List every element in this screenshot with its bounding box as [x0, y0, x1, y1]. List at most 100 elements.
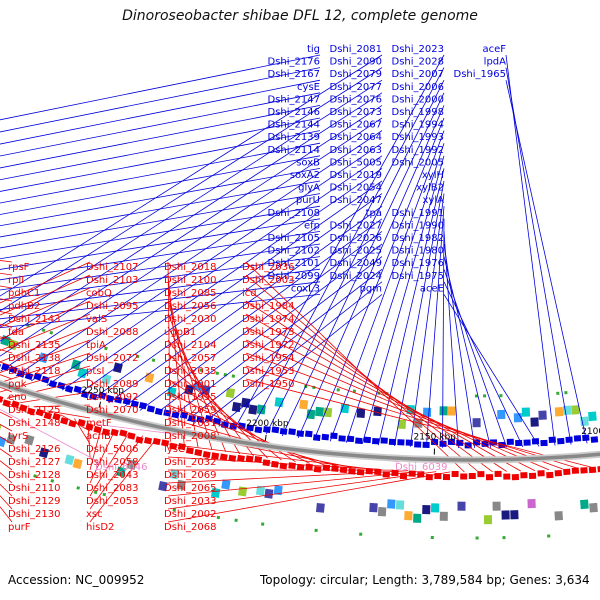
reverse-gene-label-dshi-2065[interactable]: Dshi_2065: [164, 483, 216, 494]
reverse-gene-label-pdhb2[interactable]: pdhB2: [8, 301, 40, 312]
reverse-gene-label-dshi-2088[interactable]: Dshi_2088: [86, 327, 138, 338]
forward-gene-label-dshi-1990[interactable]: Dshi_1990: [392, 220, 444, 231]
forward-gene-label-dshi-2019[interactable]: Dshi_2019: [330, 170, 382, 181]
reverse-gene-label-dshi-2001[interactable]: Dshi_2001: [164, 379, 216, 390]
forward-gene-label-dshi-2147[interactable]: Dshi_2147: [268, 94, 320, 105]
forward-gene-label-xyla[interactable]: xylA: [423, 195, 445, 206]
reverse-gene-label-dshi-2107[interactable]: Dshi_2107: [86, 262, 138, 273]
reverse-gene-label-dshi-1984[interactable]: Dshi_1984: [242, 301, 294, 312]
forward-gene-label-dshi-2081[interactable]: Dshi_2081: [330, 44, 382, 55]
reverse-gene-label-dshi-1954[interactable]: Dshi_1954: [242, 353, 294, 364]
reverse-gene-label-dshi-1973[interactable]: Dshi_1973: [242, 327, 294, 338]
forward-gene-label-dshi-1998[interactable]: Dshi_1998: [392, 107, 444, 118]
forward-gene-label-dshi-2073[interactable]: Dshi_2073: [330, 107, 382, 118]
forward-gene-label-tpa[interactable]: tpa: [366, 208, 382, 219]
forward-gene-label-dshi-2063[interactable]: Dshi_2063: [330, 145, 382, 156]
reverse-gene-label-rpli[interactable]: rplI: [8, 275, 24, 286]
forward-gene-label-dshi-2049[interactable]: Dshi_2049: [330, 258, 382, 269]
forward-gene-label-efp[interactable]: efp: [304, 220, 320, 231]
reverse-gene-label-metf[interactable]: metF: [86, 418, 112, 429]
reverse-gene-label-tpia[interactable]: tpiA: [86, 340, 106, 351]
forward-gene-label-dshi-2077[interactable]: Dshi_2077: [330, 82, 382, 93]
forward-gene-label-dshi-2176[interactable]: Dshi_2176: [268, 57, 320, 68]
forward-gene-label-tig[interactable]: tig: [307, 44, 320, 55]
forward-gene-label-dshi-1975[interactable]: Dshi_1975: [392, 271, 444, 282]
rna-gene-label-dshi-6046[interactable]: Dshi_6046: [95, 462, 147, 473]
reverse-gene-label-dshi-2072[interactable]: Dshi_2072: [86, 353, 138, 364]
reverse-gene-label-dshi-2125[interactable]: Dshi_2125: [8, 405, 60, 416]
reverse-gene-label-dshi-1972[interactable]: Dshi_1972: [242, 340, 294, 351]
reverse-gene-label-dshi-2053[interactable]: Dshi_2053: [86, 496, 138, 507]
reverse-gene-label-dshi-2033[interactable]: Dshi_2033: [164, 496, 216, 507]
reverse-gene-label-tyrs[interactable]: tyrS: [8, 431, 28, 442]
reverse-gene-label-dshi-2083[interactable]: Dshi_2083: [86, 483, 138, 494]
forward-gene-label-dshi-2079[interactable]: Dshi_2079: [330, 69, 382, 80]
reverse-gene-label-rpsf[interactable]: rpsF: [8, 262, 30, 273]
forward-gene-label-dshi-2167[interactable]: Dshi_2167: [268, 69, 320, 80]
forward-gene-label-dshi-1976[interactable]: Dshi_1976: [392, 258, 444, 269]
forward-gene-label-lpda[interactable]: lpdA: [484, 57, 506, 68]
forward-gene-label-acef[interactable]: aceF: [482, 44, 506, 55]
reverse-gene-label-dshi-2003[interactable]: Dshi_2003: [242, 275, 294, 286]
forward-gene-label-dshi-2024[interactable]: Dshi_2024: [330, 271, 382, 282]
reverse-gene-label-dshi-2018[interactable]: Dshi_2018: [164, 262, 216, 273]
reverse-gene-label-dshi-1953[interactable]: Dshi_1953: [242, 366, 294, 377]
reverse-gene-label-dshi-2031[interactable]: Dshi_2031: [164, 418, 216, 429]
reverse-gene-label-xsc[interactable]: xsc: [86, 509, 103, 520]
forward-gene-label-dshi-2090[interactable]: Dshi_2090: [330, 57, 382, 68]
forward-gene-label-dshi-2146[interactable]: Dshi_2146: [268, 107, 320, 118]
forward-gene-label-dshi-2139[interactable]: Dshi_2139: [268, 132, 320, 143]
reverse-gene-label-icd[interactable]: icd: [242, 288, 257, 299]
forward-gene-label-cyse[interactable]: cysE: [297, 82, 320, 93]
forward-gene-label-soxb[interactable]: soxB: [296, 157, 320, 168]
forward-gene-label-dshi-2027[interactable]: Dshi_2027: [330, 220, 382, 231]
reverse-gene-label-dshi-2092[interactable]: Dshi_2092: [86, 392, 138, 403]
reverse-gene-label-dshi-2128[interactable]: Dshi_2128: [8, 470, 60, 481]
reverse-gene-label-dshi-2135[interactable]: Dshi_2135: [8, 340, 60, 351]
reverse-gene-label-purf[interactable]: purF: [8, 522, 31, 533]
reverse-gene-label-dshi-2008[interactable]: Dshi_2008: [164, 431, 216, 442]
forward-gene-label-dshi-1993[interactable]: Dshi_1993: [392, 132, 444, 143]
forward-gene-label-dshi-1992[interactable]: Dshi_1992: [392, 145, 444, 156]
forward-gene-label-dshi-1994[interactable]: Dshi_1994: [392, 120, 444, 131]
reverse-gene-label-dshi-2138[interactable]: Dshi_2138: [8, 353, 60, 364]
reverse-gene-label-dshi-2110[interactable]: Dshi_2110: [8, 483, 60, 494]
forward-gene-label-dshi-2023[interactable]: Dshi_2023: [392, 44, 444, 55]
forward-gene-label-xylb2[interactable]: xylB2: [416, 183, 444, 194]
forward-gene-label-dshi-2102[interactable]: Dshi_2102: [268, 246, 320, 257]
forward-gene-label-dshi-2007[interactable]: Dshi_2007: [392, 69, 444, 80]
reverse-gene-label-dshi-2089[interactable]: Dshi_2089: [86, 379, 138, 390]
forward-gene-label-dshi-2067[interactable]: Dshi_2067: [330, 120, 382, 131]
forward-gene-label-coxl3[interactable]: coxL3: [291, 283, 320, 294]
forward-gene-label-dshi-2000[interactable]: Dshi_2000: [392, 94, 444, 105]
reverse-gene-label-dshi-2032[interactable]: Dshi_2032: [164, 457, 216, 468]
forward-gene-label-dshi-2006[interactable]: Dshi_2006: [392, 82, 444, 93]
reverse-gene-label-dshi-2069[interactable]: Dshi_2069: [164, 470, 216, 481]
reverse-gene-label-dshi-2103[interactable]: Dshi_2103: [86, 275, 138, 286]
reverse-gene-label-pdhc1[interactable]: pdhC1: [8, 288, 40, 299]
forward-gene-label-pgm[interactable]: pgm: [360, 283, 382, 294]
reverse-gene-label-dshi-2043[interactable]: Dshi_2043: [86, 470, 138, 481]
forward-gene-label-dshi-2144[interactable]: Dshi_2144: [268, 120, 320, 131]
forward-gene-label-dshi-2105[interactable]: Dshi_2105: [268, 233, 320, 244]
forward-gene-label-dshi-1982[interactable]: Dshi_1982: [392, 233, 444, 244]
reverse-gene-label-dshi-2059[interactable]: Dshi_2059: [164, 405, 216, 416]
reverse-gene-label-fda[interactable]: fda: [8, 327, 24, 338]
reverse-gene-label-dshi-2126[interactable]: Dshi_2126: [8, 444, 60, 455]
reverse-gene-label-dshi-2057[interactable]: Dshi_2057: [164, 353, 216, 364]
reverse-gene-label-dshi-2104[interactable]: Dshi_2104: [164, 340, 216, 351]
forward-gene-label-dshi-2026[interactable]: Dshi_2026: [330, 233, 382, 244]
reverse-gene-label-dshi-2068[interactable]: Dshi_2068: [164, 522, 216, 533]
reverse-gene-label-dshi-2058[interactable]: Dshi_2058: [86, 457, 138, 468]
reverse-gene-label-eno[interactable]: eno: [8, 392, 27, 403]
reverse-gene-label-pgk[interactable]: pgk: [8, 379, 27, 390]
reverse-gene-label-ugpb1[interactable]: ugpB1: [164, 327, 196, 338]
reverse-gene-label-cobq[interactable]: cobQ: [86, 288, 112, 299]
reverse-gene-label-dshi-2095[interactable]: Dshi_2095: [86, 301, 138, 312]
reverse-gene-label-dshi-2002[interactable]: Dshi_2002: [164, 509, 216, 520]
reverse-gene-label-dshi-2085[interactable]: Dshi_2085: [164, 288, 216, 299]
forward-gene-label-acee[interactable]: aceE: [420, 283, 444, 294]
reverse-gene-label-dshi-2070[interactable]: Dshi_2070: [86, 405, 138, 416]
forward-gene-label-dshi-2108[interactable]: Dshi_2108: [268, 208, 320, 219]
